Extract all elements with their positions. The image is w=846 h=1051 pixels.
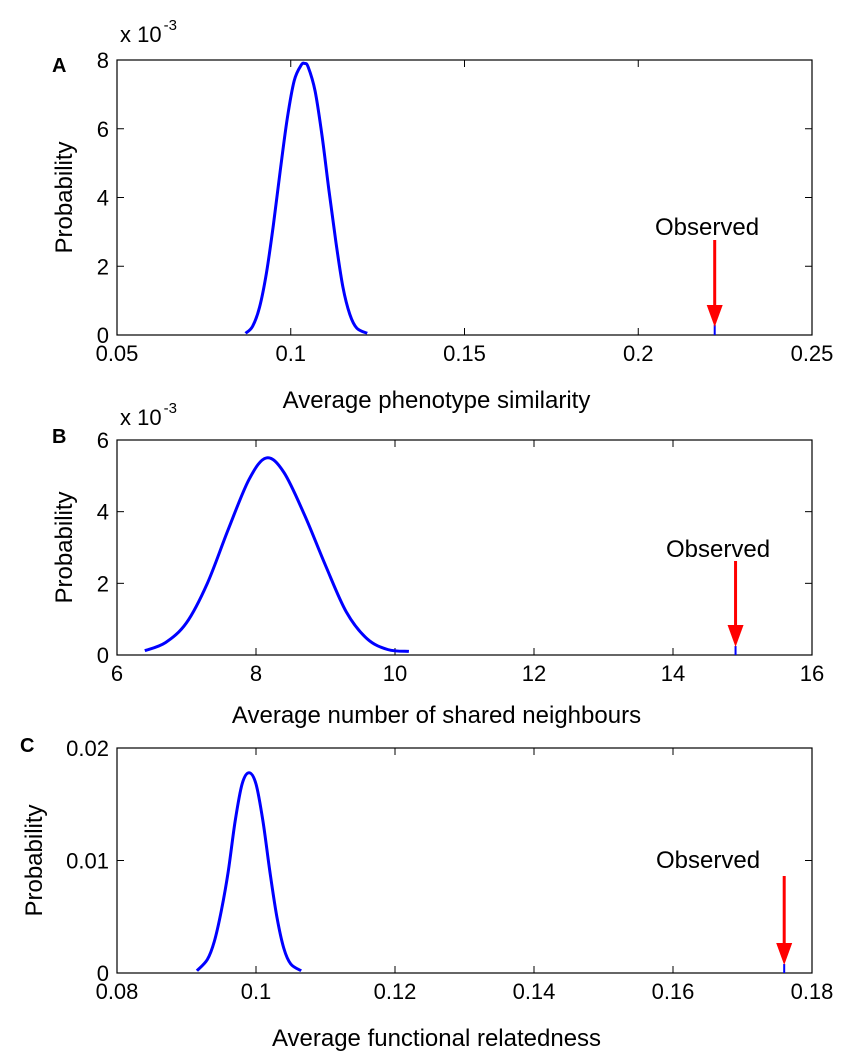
x-tick-label: 0.05 [96,341,139,366]
observed-label: Observed [655,214,759,241]
y-multiplier-base: x 10 [120,22,162,47]
x-tick-label: 0.08 [96,979,139,1004]
y-axis-label: Probability [21,804,48,916]
y-multiplier-base: x 10 [120,405,162,430]
y-multiplier-exponent: -3 [164,17,177,34]
y-tick-label: 0.01 [66,849,109,874]
plot-frame [116,59,813,336]
panel-a: 0.05 0.1 0.15 0.2 0.25 0 2 4 6 8 Average phenotype… [51,17,833,414]
observed-label: Observed [656,847,760,874]
observed-arrow-head [776,943,793,965]
y-tick-label: 2 [97,254,109,279]
y-axis-label: Probability [51,141,78,253]
y-tick-label: 0.02 [66,736,109,761]
series-line [144,456,410,653]
x-tick-label: 10 [383,661,407,686]
y-tick-label: 0 [97,323,109,348]
panel-letter: B [52,426,66,448]
x-tick-label: 0.25 [791,341,834,366]
observed-arrow-head [706,305,723,327]
x-tick-label: 0.12 [374,979,417,1004]
y-tick-label: 8 [97,48,109,73]
y-tick-label: 0 [97,961,109,986]
x-tick-label: 0.16 [652,979,695,1004]
plot-frame [116,439,813,656]
x-tick-label: 0.18 [791,979,834,1004]
x-tick-label: 0.1 [275,341,306,366]
x-tick-label: 14 [661,661,685,686]
y-tick-label: 6 [97,117,109,142]
panel-letter: A [52,55,66,77]
panel-letter: C [20,735,34,757]
x-tick-label: 0.1 [241,979,272,1004]
y-multiplier: x 10 -3 [120,17,177,47]
x-tick-label: 0.2 [623,341,654,366]
x-tick-label: 12 [522,661,546,686]
x-axis-label: Average number of shared neighbours [232,702,641,729]
y-tick-label: 0 [97,643,109,668]
observed-label: Observed [666,536,770,563]
y-axis-label: Probability [51,491,78,603]
panel-b: 6 8 10 12 14 16 0 2 4 6 Average number of shared n… [51,400,824,729]
y-tick-label: 4 [97,186,109,211]
panel-c: 0.08 0.1 0.12 0.14 0.16 0.18 0 0.01 0.02 Average … [20,735,833,1051]
y-tick-label: 6 [97,428,109,453]
x-axis-label: Average phenotype similarity [283,387,591,414]
x-tick-label: 6 [111,661,123,686]
x-tick-label: 8 [250,661,262,686]
x-tick-label: 0.14 [513,979,556,1004]
y-tick-label: 4 [97,500,109,525]
observed-arrow-head [727,625,744,647]
y-multiplier-exponent: -3 [164,400,177,417]
series-line [244,61,368,335]
x-axis-label: Average functional relatedness [272,1025,601,1051]
y-multiplier: x 10 -3 [120,400,177,430]
y-tick-label: 2 [97,571,109,596]
x-tick-label: 0.15 [443,341,486,366]
x-tick-label: 16 [800,661,824,686]
series-line [195,771,302,973]
